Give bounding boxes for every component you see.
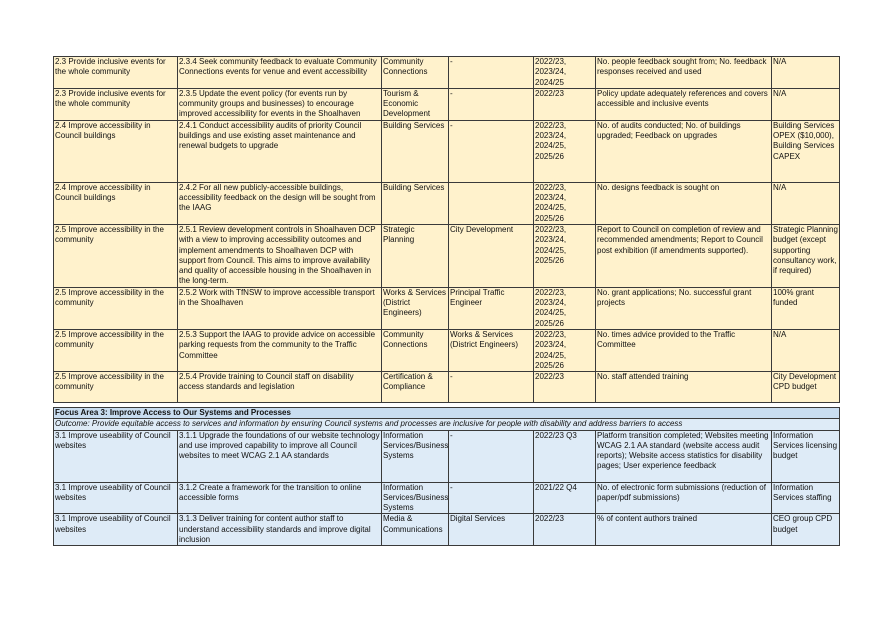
outcome-row: Outcome: Provide equitable access to ser… [52, 418, 841, 431]
cell-resourcing: City Development CPD budget [771, 371, 840, 404]
cell-action: 2.4.2 For all new publicly-accessible bu… [177, 181, 382, 225]
cell-lead-team: Community Connections [381, 328, 449, 373]
cell-measure: No. designs feedback is sought on [595, 181, 772, 225]
cell-lead-team: Information Services/Business Systems [381, 481, 449, 515]
focus-area-title: Focus Area 3: Improve Access to Our Syst… [52, 406, 841, 420]
cell-action: 2.5.4 Provide training to Council staff … [177, 371, 382, 404]
cell-timeframe: 2022/23, 2023/24, 2024/25, 2025/26 [533, 223, 596, 288]
cell-lead-team: Works & Services (District Engineers) [381, 286, 449, 330]
action-plan-table-focus-area-2: 2.3 Provide inclusive events for the who… [53, 56, 840, 404]
cell-resourcing: Building Services OPEX ($10,000), Buildi… [771, 119, 840, 183]
cell-action: 2.5.3 Support the IAAG to provide advice… [177, 328, 382, 373]
cell-lead-team: Certification & Compliance [381, 371, 449, 404]
cell-resourcing: Strategic Planning budget (except suppor… [771, 223, 840, 288]
cell-timeframe: 2022/23, 2023/24, 2024/25, 2025/26 [533, 119, 596, 183]
table-row: 3.1 Improve useability of Council websit… [53, 429, 841, 483]
cell-action: 2.4.1 Conduct accessibility audits of pr… [177, 119, 382, 183]
table-row: 3.1 Improve useability of Council websit… [53, 481, 841, 515]
cell-action: 2.3.4 Seek community feedback to evaluat… [177, 56, 382, 89]
cell-measure: No. people feedback sought from; No. fee… [595, 56, 772, 89]
focus-area-header-row: Focus Area 3: Improve Access to Our Syst… [52, 406, 841, 420]
cell-objective: 3.1 Improve useability of Council websit… [53, 429, 178, 483]
cell-timeframe: 2022/23, 2023/24, 2024/25, 2025/26 [533, 181, 596, 225]
cell-objective: 2.3 Provide inclusive events for the who… [53, 56, 178, 89]
cell-timeframe: 2022/23 Q3 [533, 429, 596, 483]
cell-lead-team: Information Services/Business Systems [381, 429, 449, 483]
cell-resourcing: N/A [771, 87, 840, 121]
table-row: 2.5 Improve accessibility in the communi… [53, 371, 840, 404]
cell-objective: 2.5 Improve accessibility in the communi… [53, 328, 178, 373]
cell-action: 2.3.5 Update the event policy (for event… [177, 87, 382, 121]
cell-lead-team: Tourism & Economic Development [381, 87, 449, 121]
cell-measure: No. of electronic form submissions (redu… [595, 481, 772, 515]
cell-objective: 3.1 Improve useability of Council websit… [53, 513, 178, 547]
cell-measure: Report to Council on completion of revie… [595, 223, 772, 288]
cell-measure: No. staff attended training [595, 371, 772, 404]
cell-support-team: - [448, 481, 534, 515]
cell-lead-team: Media & Communications [381, 513, 449, 547]
cell-resourcing: N/A [771, 56, 840, 89]
cell-support-team [448, 181, 534, 225]
cell-support-team: - [448, 371, 534, 404]
cell-lead-team: Strategic Planning [381, 223, 449, 288]
cell-timeframe: 2021/22 Q4 [533, 481, 596, 515]
cell-support-team: Works & Services (District Engineers) [448, 328, 534, 373]
cell-objective: 2.5 Improve accessibility in the communi… [53, 223, 178, 288]
outcome-text: Outcome: Provide equitable access to ser… [52, 418, 841, 431]
cell-objective: 3.1 Improve useability of Council websit… [53, 481, 178, 515]
cell-timeframe: 2022/23, 2023/24, 2024/25 [533, 56, 596, 89]
cell-support-team: Digital Services [448, 513, 534, 547]
cell-lead-team: Building Services [381, 119, 449, 183]
cell-support-team: - [448, 429, 534, 483]
cell-resourcing: 100% grant funded [771, 286, 840, 330]
cell-resourcing: N/A [771, 328, 840, 373]
cell-measure: Platform transition completed; Websites … [595, 429, 772, 483]
table-row: 2.5 Improve accessibility in the communi… [53, 223, 840, 288]
cell-measure: Policy update adequately references and … [595, 87, 772, 121]
cell-action: 3.1.2 Create a framework for the transit… [177, 481, 382, 515]
cell-timeframe: 2022/23 [533, 87, 596, 121]
cell-timeframe: 2022/23, 2023/24, 2024/25, 2025/26 [533, 328, 596, 373]
cell-action: 3.1.3 Deliver training for content autho… [177, 513, 382, 547]
table-row: 2.5 Improve accessibility in the communi… [53, 328, 840, 373]
cell-timeframe: 2022/23 [533, 371, 596, 404]
cell-objective: 2.5 Improve accessibility in the communi… [53, 286, 178, 330]
cell-support-team: - [448, 119, 534, 183]
cell-lead-team: Community Connections [381, 56, 449, 89]
cell-measure: % of content authors trained [595, 513, 772, 547]
table-row: 3.1 Improve useability of Council websit… [53, 513, 841, 547]
cell-support-team: - [448, 56, 534, 89]
cell-objective: 2.3 Provide inclusive events for the who… [53, 87, 178, 121]
cell-timeframe: 2022/23, 2023/24, 2024/25, 2025/26 [533, 286, 596, 330]
table-row: 2.3 Provide inclusive events for the who… [53, 87, 840, 121]
cell-lead-team: Building Services [381, 181, 449, 225]
cell-action: 3.1.1 Upgrade the foundations of our web… [177, 429, 382, 483]
table-row: 2.3 Provide inclusive events for the who… [53, 56, 840, 89]
cell-resourcing: CEO group CPD budget [770, 513, 841, 547]
cell-support-team: Principal Traffic Engineer [448, 286, 534, 330]
cell-timeframe: 2022/23 [533, 513, 596, 547]
action-plan-table-focus-area-3: Focus Area 3: Improve Access to Our Syst… [52, 406, 841, 547]
cell-resourcing: N/A [771, 181, 840, 225]
cell-objective: 2.4 Improve accessibility in Council bui… [53, 119, 178, 183]
cell-measure: No. grant applications; No. successful g… [595, 286, 772, 330]
cell-resourcing: Information Services licensing budget [770, 429, 841, 483]
cell-resourcing: Information Services staffing [770, 481, 841, 515]
cell-action: 2.5.2 Work with TfNSW to improve accessi… [177, 286, 382, 330]
cell-support-team: - [448, 87, 534, 121]
cell-action: 2.5.1 Review development controls in Sho… [177, 223, 382, 288]
table-row: 2.5 Improve accessibility in the communi… [53, 286, 840, 330]
cell-measure: No. times advice provided to the Traffic… [595, 328, 772, 373]
cell-measure: No. of audits conducted; No. of building… [595, 119, 772, 183]
cell-support-team: City Development [448, 223, 534, 288]
cell-objective: 2.4 Improve accessibility in Council bui… [53, 181, 178, 225]
table-row: 2.4 Improve accessibility in Council bui… [53, 119, 840, 183]
table-row: 2.4 Improve accessibility in Council bui… [53, 181, 840, 225]
cell-objective: 2.5 Improve accessibility in the communi… [53, 371, 178, 404]
